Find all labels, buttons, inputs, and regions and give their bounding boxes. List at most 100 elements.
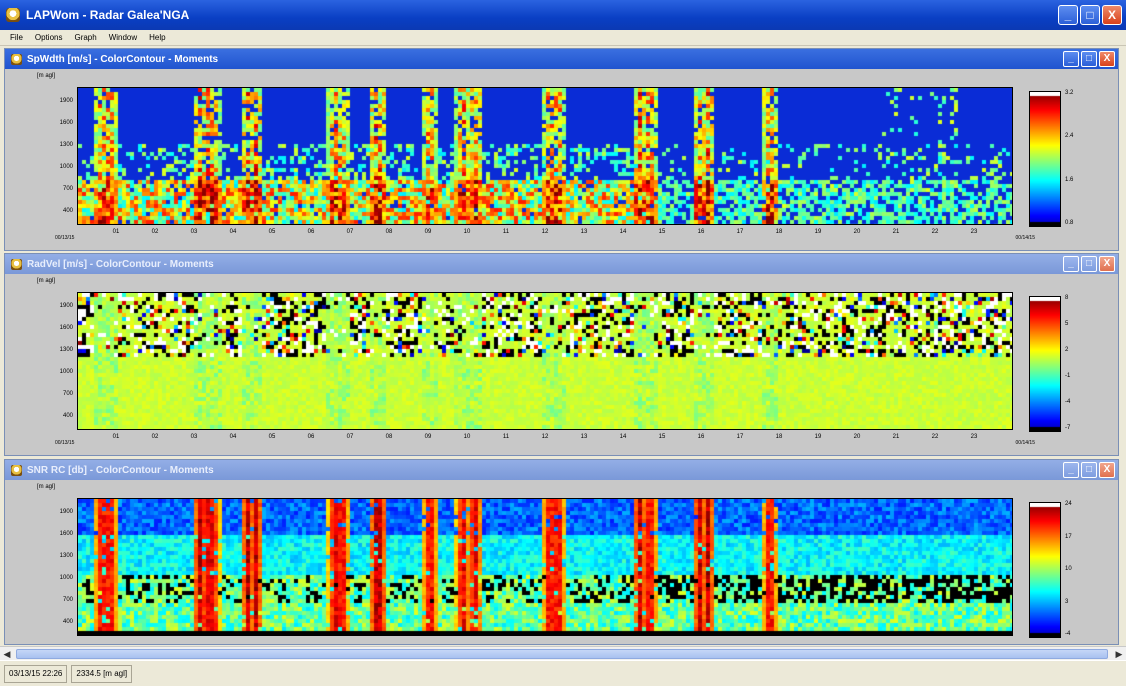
x-tick-label: 17 xyxy=(736,229,744,235)
panel-close-button[interactable]: X xyxy=(1099,256,1115,272)
status-height: 2334.5 [m agl] xyxy=(71,664,133,683)
panel-close-button[interactable]: X xyxy=(1099,462,1115,478)
contour-canvas xyxy=(78,293,1012,429)
menu-file[interactable]: File xyxy=(10,33,23,42)
panel-minimize-button[interactable]: _ xyxy=(1063,462,1079,478)
colorbar-tick-label: 5 xyxy=(1065,321,1069,327)
contour-canvas xyxy=(78,499,1012,635)
x-tick-label: 09 xyxy=(424,229,432,235)
colorbar-tick-label: 1.6 xyxy=(1065,176,1074,183)
colorbar-tick-label: 8 xyxy=(1065,295,1069,301)
x-tick-label: 19 xyxy=(814,434,822,440)
y-tick-label: 1300 xyxy=(59,553,73,559)
panel-maximize-button[interactable]: □ xyxy=(1081,462,1097,478)
panel-icon[interactable] xyxy=(11,53,22,65)
panel-minimize-button[interactable]: _ xyxy=(1063,51,1079,67)
y-tick-label: 1900 xyxy=(59,98,73,104)
contour-plot[interactable] xyxy=(77,498,1013,636)
scroll-left-icon[interactable]: ◀ xyxy=(3,648,11,659)
x-tick-label: 03 xyxy=(190,434,198,440)
app-title: LAPWom - Radar Galea'NGA xyxy=(26,8,190,22)
panel-titlebar[interactable]: SNR RC [db] - ColorContour - Moments _ □… xyxy=(5,460,1118,480)
x-tick-label: 23 xyxy=(970,434,978,440)
contour-plot[interactable] xyxy=(77,87,1013,225)
panel-maximize-button[interactable]: □ xyxy=(1081,256,1097,272)
colorbar-canvas xyxy=(1030,503,1060,637)
panel-title: SNR RC [db] - ColorContour - Moments xyxy=(27,464,214,476)
x-tick-label: 05 xyxy=(268,434,276,440)
panel-titlebar[interactable]: RadVel [m/s] - ColorContour - Moments _ … xyxy=(5,254,1118,274)
panel-maximize-button[interactable]: □ xyxy=(1081,51,1097,67)
x-tick-label: 16 xyxy=(697,229,705,235)
panel-icon[interactable] xyxy=(11,464,22,476)
colorbar-tick-label: 17 xyxy=(1065,533,1072,540)
x-tick-label: 07 xyxy=(346,434,354,440)
panel-title: RadVel [m/s] - ColorContour - Moments xyxy=(27,258,214,270)
x-tick-label: 01 xyxy=(112,434,120,440)
scroll-right-icon[interactable]: ▶ xyxy=(1115,648,1123,659)
colorbar xyxy=(1029,91,1061,227)
x-tick-label: 15 xyxy=(658,229,666,235)
x-tick-label: 11 xyxy=(502,434,510,440)
x-tick-label: 06 xyxy=(307,434,315,440)
y-tick-label: 1600 xyxy=(59,531,73,537)
x-tick-label: 16 xyxy=(697,434,705,440)
x-tick-label: 03 xyxy=(190,229,198,235)
panel-close-button[interactable]: X xyxy=(1099,51,1115,67)
x-tick-label: 21 xyxy=(892,434,900,440)
menu-bar: File Options Graph Window Help xyxy=(0,30,1126,46)
x-tick-label: 07 xyxy=(346,229,354,235)
contour-plot[interactable] xyxy=(77,292,1013,430)
x-tick-label: 21 xyxy=(892,229,900,235)
plot-body: [m agl] 1900 1600 1300 1000 700 400 24 17 10 3 -4 xyxy=(5,480,1118,644)
snr-panel[interactable]: SNR RC [db] - ColorContour - Moments _ □… xyxy=(4,459,1119,645)
x-tick-label: 02 xyxy=(151,229,159,235)
status-datetime: 03/13/15 22:26 xyxy=(4,664,68,683)
colorbar-tick-label: -4 xyxy=(1065,631,1071,637)
close-button[interactable]: X xyxy=(1102,5,1122,25)
x-tick-label: 20 xyxy=(853,434,861,440)
y-tick-label: 400 xyxy=(62,413,73,419)
panel-titlebar[interactable]: SpWdth [m/s] - ColorContour - Moments _ … xyxy=(5,49,1118,69)
menu-graph[interactable]: Graph xyxy=(74,33,97,42)
x-tick-label: 17 xyxy=(736,434,744,440)
y-tick-label: 700 xyxy=(62,597,73,603)
app-titlebar[interactable]: LAPWom - Radar Galea'NGA _ □ X xyxy=(0,0,1126,30)
y-tick-label: 1000 xyxy=(59,575,73,581)
app-icon[interactable] xyxy=(6,8,20,22)
menu-window[interactable]: Window xyxy=(108,33,138,42)
horizontal-scrollbar[interactable]: ◀ ▶ xyxy=(0,646,1126,660)
x-tick-label: 14 xyxy=(619,229,627,235)
y-unit-label: [m agl] xyxy=(37,278,56,284)
y-tick-label: 1900 xyxy=(59,303,73,309)
x-tick-label: 04 xyxy=(229,229,237,235)
x-tick-label: 23 xyxy=(970,229,978,235)
panel-window-controls: _ □ X xyxy=(1063,51,1115,67)
panel-minimize-button[interactable]: _ xyxy=(1063,256,1079,272)
x-tick-label: 02 xyxy=(151,434,159,440)
y-tick-label: 1600 xyxy=(59,120,73,126)
y-unit-label: [m agl] xyxy=(37,484,56,490)
x-edge-right-label: 00/14/15 xyxy=(1015,235,1035,241)
x-tick-label: 04 xyxy=(229,434,237,440)
panel-icon[interactable] xyxy=(11,258,22,270)
status-bar: 03/13/15 22:26 2334.5 [m agl] xyxy=(0,660,1126,686)
minimize-button[interactable]: _ xyxy=(1058,5,1078,25)
colorbar-tick-label: -4 xyxy=(1065,399,1071,405)
radial-velocity-panel[interactable]: RadVel [m/s] - ColorContour - Moments _ … xyxy=(4,253,1119,456)
menu-options[interactable]: Options xyxy=(34,33,63,42)
x-tick-label: 12 xyxy=(541,229,549,235)
spectral-width-panel[interactable]: SpWdth [m/s] - ColorContour - Moments _ … xyxy=(4,48,1119,251)
colorbar-tick-label: -1 xyxy=(1065,373,1071,379)
colorbar-tick-label: 3 xyxy=(1065,598,1069,605)
panel-title: SpWdth [m/s] - ColorContour - Moments xyxy=(27,53,219,65)
scrollbar-thumb[interactable] xyxy=(16,649,1108,659)
menu-help[interactable]: Help xyxy=(149,33,166,42)
x-tick-label: 14 xyxy=(619,434,627,440)
maximize-button[interactable]: □ xyxy=(1080,5,1100,25)
x-tick-label: 12 xyxy=(541,434,549,440)
x-tick-label: 19 xyxy=(814,229,822,235)
window-controls: _ □ X xyxy=(1058,5,1122,25)
panel-window-controls: _ □ X xyxy=(1063,256,1115,272)
